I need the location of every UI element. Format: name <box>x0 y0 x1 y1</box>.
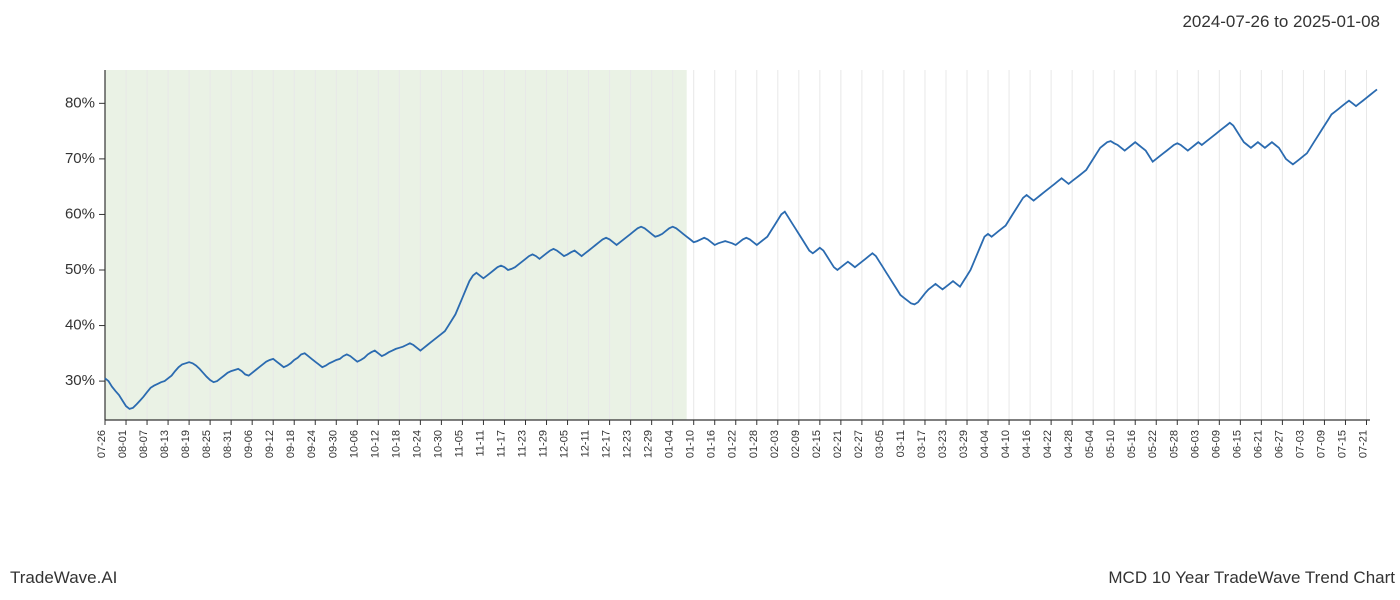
x-tick-label: 08-13 <box>159 430 171 458</box>
x-tick-label: 09-06 <box>243 430 255 458</box>
x-tick-label: 12-11 <box>580 430 592 457</box>
x-tick-label: 10-24 <box>411 430 423 458</box>
x-tick-label: 10-06 <box>348 430 360 458</box>
chart-title: MCD 10 Year TradeWave Trend Chart <box>1108 568 1395 588</box>
x-tick-label: 02-21 <box>832 430 844 458</box>
x-tick-label: 10-18 <box>390 430 402 458</box>
x-tick-label: 02-03 <box>769 430 781 458</box>
x-tick-label: 04-16 <box>1021 430 1033 458</box>
brand-label: TradeWave.AI <box>10 568 117 588</box>
x-tick-label: 09-18 <box>285 430 297 458</box>
y-tick-label: 50% <box>65 261 95 278</box>
trend-chart: 30% 40% 50% 60% 70% 80% 07-26 08-01 08-07 08-13 08… <box>30 60 1380 490</box>
x-tick-label: 08-19 <box>180 430 192 458</box>
shaded-date-region <box>105 70 687 420</box>
x-tick-label: 07-26 <box>96 430 108 458</box>
x-tick-label: 01-04 <box>664 430 676 458</box>
x-tick-label: 08-25 <box>201 430 213 458</box>
x-tick-label: 06-15 <box>1231 430 1243 458</box>
x-tick-label: 06-09 <box>1210 430 1222 458</box>
x-tick-label: 07-03 <box>1294 430 1306 458</box>
y-tick-label: 80% <box>65 94 95 111</box>
x-tick-label: 05-28 <box>1168 430 1180 458</box>
x-tick-label: 03-11 <box>895 430 907 457</box>
x-tick-label: 03-29 <box>958 430 970 458</box>
y-tick-label: 70% <box>65 150 95 167</box>
x-tick-label: 07-21 <box>1357 430 1369 458</box>
x-tick-label: 08-01 <box>117 430 129 458</box>
x-tick-label: 04-22 <box>1042 430 1054 458</box>
x-tick-label: 11-05 <box>453 430 465 457</box>
x-tick-label: 11-29 <box>538 430 550 457</box>
x-tick-label: 08-31 <box>222 430 234 458</box>
x-tick-label: 01-16 <box>706 430 718 458</box>
x-tick-label: 11-11 <box>474 430 486 457</box>
x-tick-label: 03-17 <box>916 430 928 458</box>
x-tick-label: 11-17 <box>495 430 507 457</box>
x-tick-label: 11-23 <box>516 430 528 457</box>
x-tick-label: 04-10 <box>1000 430 1012 458</box>
x-tick-label: 12-23 <box>622 430 634 458</box>
x-tick-label: 03-23 <box>937 430 949 458</box>
x-tick-label: 06-27 <box>1273 430 1285 458</box>
x-tick-label: 01-28 <box>748 430 760 458</box>
x-tick-label: 02-15 <box>811 430 823 458</box>
x-tick-label: 05-16 <box>1126 430 1138 458</box>
x-tick-label: 04-28 <box>1063 430 1075 458</box>
x-tick-label: 12-05 <box>559 430 571 458</box>
x-tick-label: 10-30 <box>432 430 444 458</box>
x-tick-label: 04-04 <box>979 430 991 458</box>
x-tick-label: 12-17 <box>601 430 613 458</box>
x-tick-label: 08-07 <box>138 430 150 458</box>
x-tick-label: 01-10 <box>685 430 697 458</box>
x-tick-label: 03-05 <box>874 430 886 458</box>
x-tick-label: 05-04 <box>1084 430 1096 458</box>
x-tick-label: 02-27 <box>853 430 865 458</box>
x-tick-label: 05-10 <box>1105 430 1117 458</box>
date-range-label: 2024-07-26 to 2025-01-08 <box>1182 12 1380 32</box>
x-tick-label: 06-21 <box>1252 430 1264 458</box>
x-tick-label: 07-15 <box>1336 430 1348 458</box>
x-tick-label: 09-12 <box>264 430 276 458</box>
x-tick-label: 07-09 <box>1315 430 1327 458</box>
y-tick-label: 30% <box>65 372 95 389</box>
y-tick-label: 60% <box>65 205 95 222</box>
x-tick-label: 10-12 <box>369 430 381 458</box>
x-tick-label: 12-29 <box>643 430 655 458</box>
y-tick-label: 40% <box>65 317 95 334</box>
x-tick-label: 09-24 <box>306 430 318 458</box>
chart-svg: 30% 40% 50% 60% 70% 80% 07-26 08-01 08-07 08-13 08… <box>30 60 1380 490</box>
x-tick-label: 05-22 <box>1147 430 1159 458</box>
x-tick-label: 02-09 <box>790 430 802 458</box>
x-tick-label: 01-22 <box>727 430 739 458</box>
x-tick-label: 06-03 <box>1189 430 1201 458</box>
x-tick-label: 09-30 <box>327 430 339 458</box>
